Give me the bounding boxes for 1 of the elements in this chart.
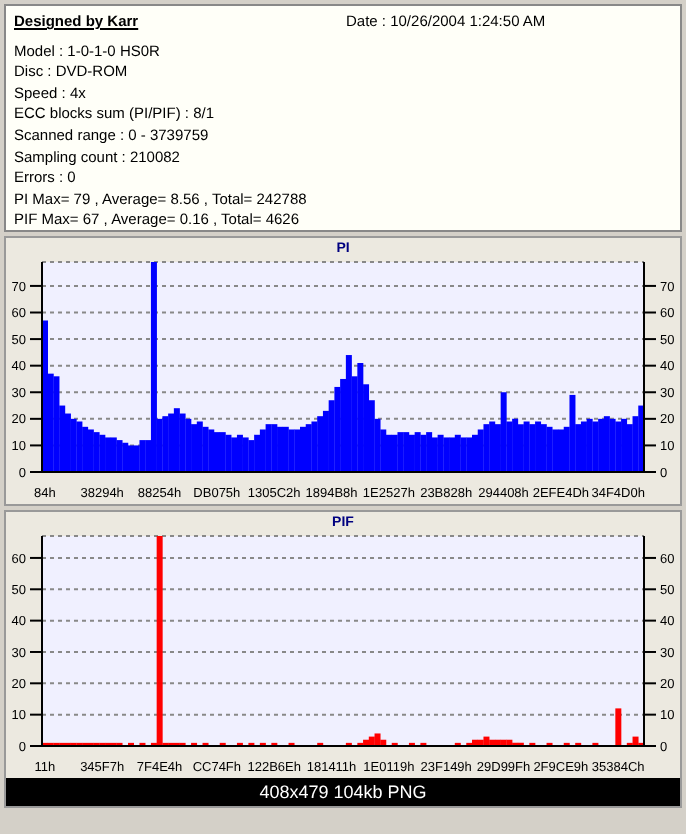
text: 408x479 104kb PNG [6, 778, 680, 806]
